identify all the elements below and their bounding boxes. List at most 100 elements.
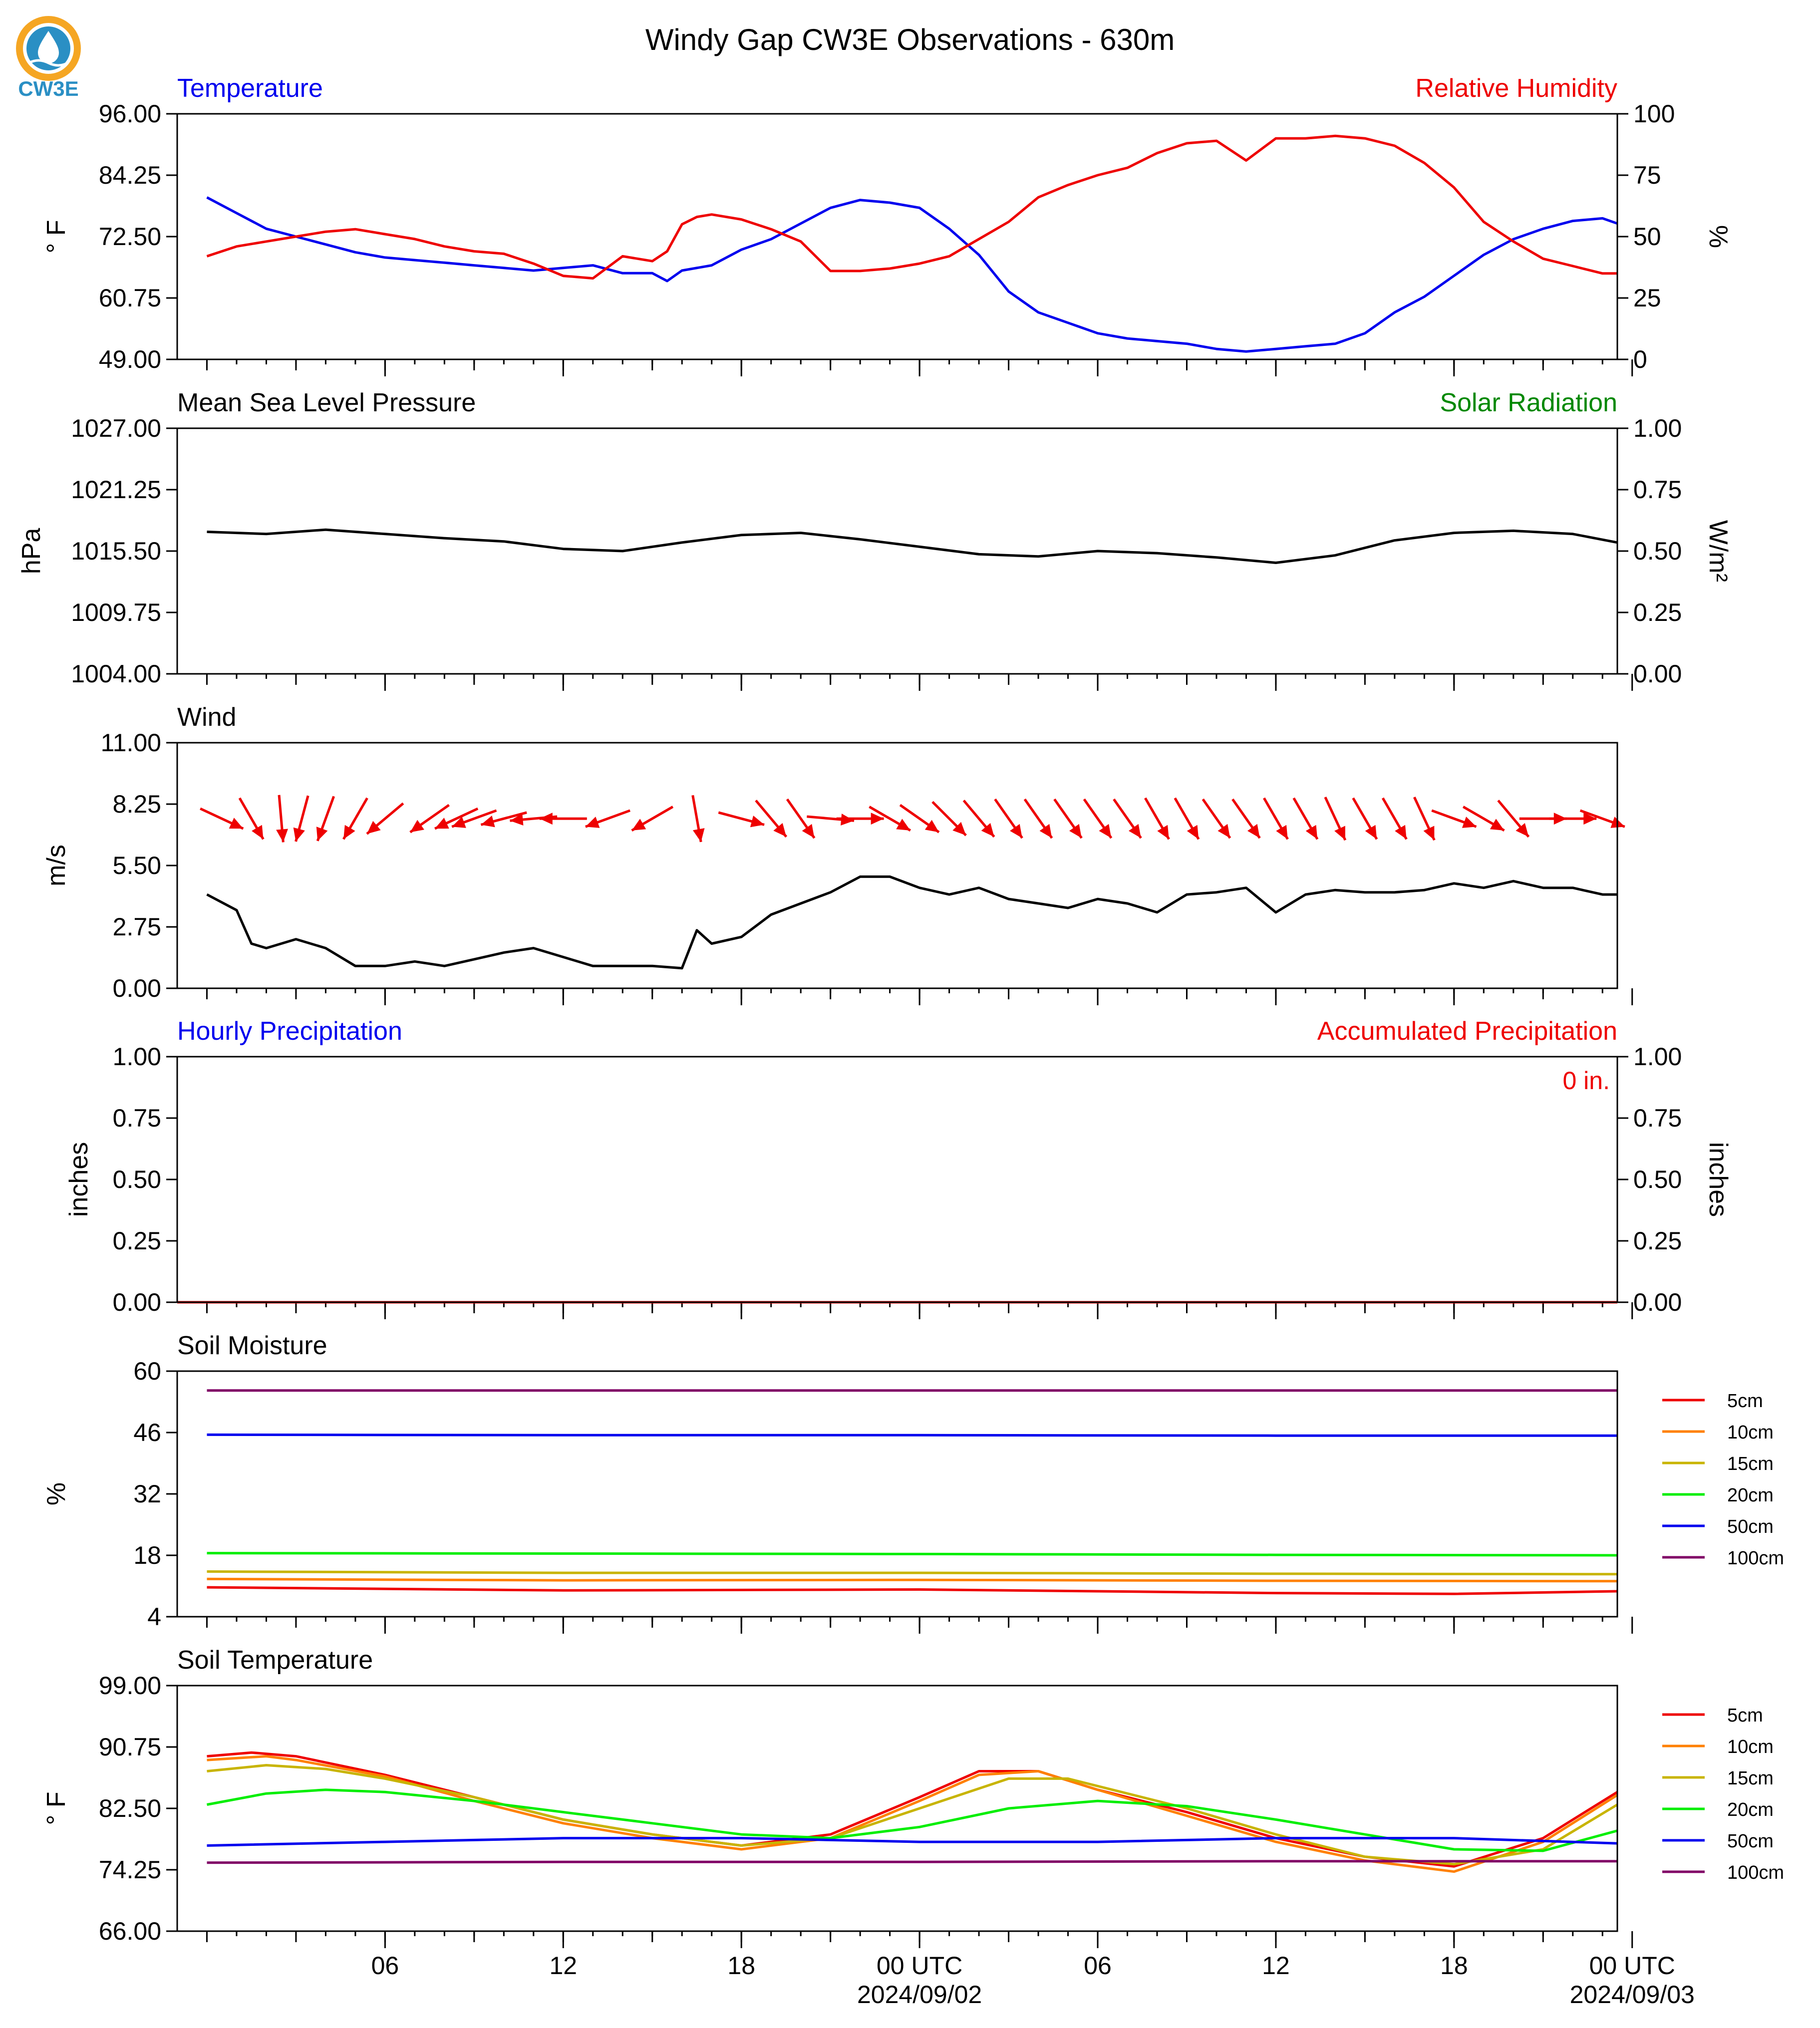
y2-tick-label: 0.75 (1633, 1104, 1682, 1132)
panel-frame (176, 113, 1618, 360)
panel-wind: 0.00 2.75 5.50 8.25 11.00 m/s Wind (42, 703, 1633, 1005)
wind-arrow (1352, 797, 1378, 840)
x-tick-label: 06 (1084, 1952, 1112, 1980)
y-tick-label: 0.00 (113, 1288, 161, 1316)
wind-arrow (931, 801, 967, 837)
wind-arrow (1144, 797, 1170, 840)
wind-arrow (836, 813, 884, 825)
panel-left-title: Temperature (177, 74, 323, 103)
wind-arrow (200, 807, 244, 830)
legend: 5cm 10cm 15cm 20cm 50cm 100cm (1662, 1391, 1784, 1569)
series-line (207, 1860, 1617, 1864)
cw3e-logo: CW3E (16, 16, 81, 100)
wind-arrow-head (1516, 823, 1529, 837)
panel-temp_rh: 49.00 60.75 72.50 84.25 96.00 ° F 0 25 50 75 100% T… (42, 74, 1733, 376)
y2-tick-label: 0.25 (1633, 1227, 1682, 1255)
wind-arrow (755, 800, 788, 838)
legend-label: 100cm (1727, 1548, 1784, 1569)
wind-arrow (1549, 813, 1597, 825)
x-tick-label: 12 (549, 1952, 577, 1980)
y-tick-label: 1009.75 (71, 598, 161, 626)
y2-tick-label: 1.00 (1633, 414, 1682, 442)
wind-arrow-head (773, 823, 787, 837)
wind-arrow (994, 798, 1023, 839)
legend-label: 50cm (1727, 1831, 1774, 1852)
x-tick-label: 00 UTC (1589, 1952, 1675, 1980)
wind-arrow-head (1423, 826, 1435, 841)
logo-drop-icon (38, 31, 59, 63)
wind-arrow (539, 813, 587, 825)
wind-arrow (1113, 798, 1142, 839)
y2-tick-label: 0 (1633, 345, 1647, 373)
wind-arrow (1462, 806, 1505, 832)
wind-arrow-head (293, 827, 305, 842)
wind-arrow (899, 804, 940, 834)
wind-arrow-head (367, 821, 381, 834)
wind-arrow-head (631, 819, 646, 831)
wind-arrow-head (316, 827, 328, 841)
wind-arrow-head (896, 819, 910, 831)
y-axis-label: inches (64, 1142, 93, 1217)
wind-arrow (238, 797, 265, 840)
y-tick-label: 60 (133, 1357, 161, 1385)
x-tick-sublabel: 2024/09/03 (1570, 1981, 1695, 2009)
wind-arrow (316, 796, 335, 842)
wind-arrow-head (343, 825, 355, 840)
series-line (207, 1552, 1618, 1557)
y-tick-label: 8.25 (113, 790, 161, 818)
panel-soil_moisture: 4 18 32 46 60% Soil Moisture 5cm 10cm 15cm 20cm 50… (42, 1331, 1784, 1634)
legend-label: 15cm (1727, 1453, 1774, 1474)
series-line (206, 875, 1617, 970)
y2-axis-label: W/m² (1704, 520, 1733, 582)
wind-arrow (1413, 796, 1436, 841)
wind-arrow (409, 804, 450, 834)
panel-left-title: Wind (177, 703, 236, 732)
wind-arrow (1083, 798, 1113, 839)
y-tick-label: 46 (133, 1419, 161, 1447)
y-tick-label: 99.00 (99, 1672, 161, 1700)
wind-arrow-head (1010, 824, 1022, 838)
legend-label: 20cm (1727, 1799, 1774, 1820)
wind-arrow (786, 798, 816, 839)
wind-arrow (1324, 796, 1347, 841)
wind-arrow (1053, 798, 1083, 839)
wind-arrow (585, 809, 631, 828)
x-tick-label: 00 UTC (877, 1952, 962, 1980)
legend: 5cm 10cm 15cm 20cm 50cm 100cm (1662, 1705, 1784, 1883)
wind-arrow-head (585, 817, 600, 828)
y-tick-label: 60.75 (99, 284, 161, 312)
legend-label: 10cm (1727, 1422, 1774, 1443)
panel-pressure: 1004.00 1009.75 1015.50 1021.25 1027.00 hPa 0.… (17, 388, 1733, 691)
y2-tick-label: 0.25 (1633, 598, 1682, 626)
wind-arrow-head (1276, 825, 1288, 840)
y-tick-label: 0.50 (113, 1165, 161, 1193)
y-tick-label: 72.50 (99, 223, 161, 251)
legend-label: 50cm (1727, 1516, 1774, 1537)
series-line (207, 1837, 1618, 1847)
wind-arrow-head (981, 823, 994, 837)
y2-tick-label: 0.50 (1633, 1165, 1682, 1193)
series-line (207, 528, 1618, 564)
legend-label: 5cm (1727, 1705, 1763, 1726)
panel-right-title: Relative Humidity (1415, 74, 1617, 103)
wind-arrow-head (952, 822, 966, 836)
y-tick-label: 1004.00 (71, 660, 161, 688)
wind-arrow (276, 795, 289, 843)
wind-arrow-head (1217, 824, 1230, 838)
panel-frame (176, 427, 1618, 675)
wind-arrow-head (229, 818, 244, 829)
wind-arrow-head (435, 818, 449, 829)
wind-arrow (1381, 797, 1408, 840)
series-line (207, 1570, 1618, 1576)
wind-arrow-head (750, 816, 765, 828)
x-tick-label: 18 (1440, 1952, 1468, 1980)
panel-frame (176, 1685, 1618, 1932)
wind-arrow-head (924, 820, 939, 833)
y-tick-label: 66.00 (99, 1917, 161, 1945)
y2-tick-label: 25 (1633, 284, 1661, 312)
panel-frame (176, 742, 1618, 989)
y-tick-label: 2.75 (113, 913, 161, 941)
wind-arrow (1497, 800, 1530, 838)
series-line (206, 134, 1617, 280)
